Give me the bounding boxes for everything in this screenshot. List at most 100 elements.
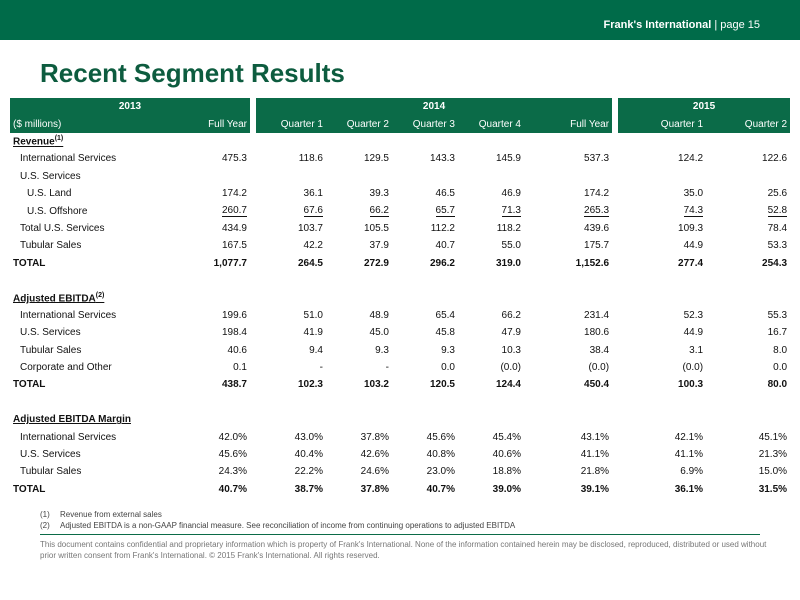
- cell-value: 21.8%: [580, 466, 610, 478]
- year-header-row: 2013 2014 2015: [10, 98, 791, 116]
- spacer-row: [10, 394, 790, 411]
- cell-value: 122.6: [762, 153, 788, 165]
- cell-value: 265.3: [584, 205, 610, 218]
- cell-value: 55.0: [501, 240, 521, 252]
- cell-value: 319.0: [495, 257, 521, 269]
- row-label: Tubular Sales: [10, 463, 160, 480]
- header-company: Frank's International: [603, 19, 712, 31]
- table-cell: 265.3: [524, 202, 612, 219]
- row-label-text: TOTAL: [13, 483, 46, 495]
- cell-value: 254.3: [762, 257, 788, 269]
- cell-value: 48.9: [369, 309, 389, 321]
- table-cell: 43.0%: [256, 428, 326, 445]
- table-row: Corporate and Other 0.1 - - 0.0 (0.0) (0.0) (0.…: [10, 359, 790, 376]
- table-cell: 42.1%: [618, 428, 706, 445]
- table-cell: 1,077.7: [160, 255, 250, 272]
- cell-value: 264.5: [297, 257, 323, 269]
- disclaimer-text: This document contains confidential and …: [40, 540, 767, 560]
- row-label: U.S. Services: [10, 446, 160, 463]
- cell-value: 80.0: [767, 379, 788, 391]
- cell-value: 37.8%: [360, 483, 389, 495]
- table-cell: 40.8%: [392, 446, 458, 463]
- cell-value: 40.6%: [492, 449, 521, 460]
- cell-value: 42.1%: [674, 431, 704, 443]
- cell-value: 31.5%: [758, 483, 788, 495]
- ebitda-section-header: Adjusted EBITDA(2): [10, 289, 790, 306]
- cell-value: 105.5: [363, 222, 389, 234]
- year-header-2014: 2014: [256, 98, 613, 116]
- table-cell: 198.4: [160, 324, 250, 341]
- cell-value: 175.7: [584, 240, 610, 252]
- cell-value: 296.2: [429, 257, 455, 269]
- cell-value: 42.0%: [218, 431, 247, 443]
- page-title: Recent Segment Results: [40, 58, 345, 88]
- table-cell: 55.0: [458, 237, 524, 254]
- row-label-text: U.S. Services: [20, 327, 81, 339]
- cell-value: 9.3: [441, 344, 455, 356]
- cell-value: 45.6%: [218, 449, 247, 460]
- cell-value: 0.1: [233, 362, 247, 374]
- footnote-ref: (1): [54, 135, 64, 143]
- cell-value: 41.1%: [674, 449, 704, 460]
- table-cell: 118.2: [458, 220, 524, 237]
- table-cell: 475.3: [160, 150, 250, 167]
- table-cell: 53.3: [706, 237, 790, 254]
- cell-value: 55.3: [767, 309, 788, 321]
- row-label: U.S. Offshore: [10, 202, 160, 219]
- cell-value: 42.2: [303, 240, 323, 252]
- cell-value: 129.5: [363, 153, 389, 165]
- table-cell: 260.7: [160, 202, 250, 219]
- row-label: Total U.S. Services: [10, 220, 160, 237]
- cell-value: 0.0: [773, 362, 788, 374]
- table-cell: 40.7%: [392, 481, 458, 498]
- table-cell: 31.5%: [706, 481, 790, 498]
- table-cell: 272.9: [326, 255, 392, 272]
- cell-value: 45.4%: [492, 431, 521, 443]
- cell-value: 9.3: [375, 344, 389, 356]
- cell-value: 124.2: [678, 153, 704, 165]
- table-cell: 537.3: [524, 150, 612, 167]
- table-row: International Services 199.6 51.0 48.9 65.4 6…: [10, 307, 790, 324]
- divider: [40, 534, 760, 535]
- cell-value: 272.9: [363, 257, 389, 269]
- table-cell: 40.6: [160, 341, 250, 358]
- cell-value: 109.3: [678, 222, 704, 234]
- table-cell: 22.2%: [256, 463, 326, 480]
- table-cell: 100.3: [618, 376, 706, 393]
- column-header: Quarter 4: [458, 115, 524, 133]
- table-cell: 174.2: [160, 185, 250, 202]
- table-cell: 16.7: [706, 324, 790, 341]
- cell-value: 71.3: [501, 205, 521, 218]
- cell-value: 23.0%: [426, 466, 455, 478]
- table-cell: (0.0): [524, 359, 612, 376]
- row-label-text: International Services: [20, 309, 117, 321]
- cell-value: 37.8%: [360, 431, 389, 443]
- cell-value: (0.0): [682, 362, 704, 374]
- cell-value: 18.8%: [492, 466, 521, 478]
- table-cell: 1,152.6: [524, 255, 612, 272]
- cell-value: 124.4: [495, 379, 521, 391]
- table-cell: 124.4: [458, 376, 524, 393]
- table-cell: 40.4%: [256, 446, 326, 463]
- table-cell: 45.4%: [458, 428, 524, 445]
- table-cell: 118.6: [256, 150, 326, 167]
- cell-value: 475.3: [221, 153, 247, 165]
- cell-value: 36.1: [303, 188, 323, 200]
- cell-value: -: [319, 362, 323, 374]
- cell-value: 78.4: [767, 222, 788, 234]
- year-header-2015: 2015: [618, 98, 791, 116]
- header-page-label: Frank's International | page 15: [604, 19, 761, 31]
- cell-value: 22.2%: [294, 466, 323, 478]
- cell-value: 10.3: [501, 344, 521, 356]
- row-label: TOTAL: [10, 481, 160, 498]
- table-cell: 42.2: [256, 237, 326, 254]
- table-cell: 199.6: [160, 307, 250, 324]
- segment-results-table: 2013 2014 2015 ($ millions) Full Year Qu…: [10, 98, 791, 498]
- footnote: (2) Adjusted EBITDA is a non-GAAP financi…: [40, 521, 515, 532]
- cell-value: 120.5: [429, 379, 455, 391]
- table-cell: 3.1: [618, 341, 706, 358]
- row-label: Tubular Sales: [10, 237, 160, 254]
- row-label-text: TOTAL: [13, 379, 46, 391]
- cell-value: 37.9: [369, 240, 389, 252]
- cell-value: 38.4: [589, 344, 610, 356]
